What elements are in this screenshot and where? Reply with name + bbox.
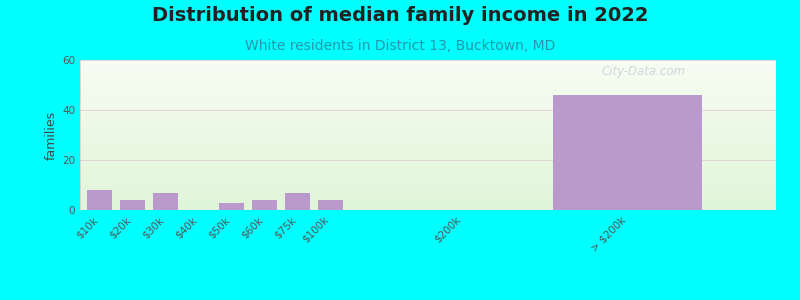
Bar xyxy=(554,95,702,210)
Bar xyxy=(121,200,145,210)
Bar xyxy=(154,193,178,210)
Bar xyxy=(252,200,277,210)
Bar xyxy=(286,193,310,210)
Bar xyxy=(87,190,112,210)
Text: White residents in District 13, Bucktown, MD: White residents in District 13, Bucktown… xyxy=(245,39,555,53)
Bar xyxy=(219,202,244,210)
Text: Distribution of median family income in 2022: Distribution of median family income in … xyxy=(152,6,648,25)
Y-axis label: families: families xyxy=(45,110,58,160)
Bar xyxy=(318,200,343,210)
Text: City-Data.com: City-Data.com xyxy=(602,64,686,77)
